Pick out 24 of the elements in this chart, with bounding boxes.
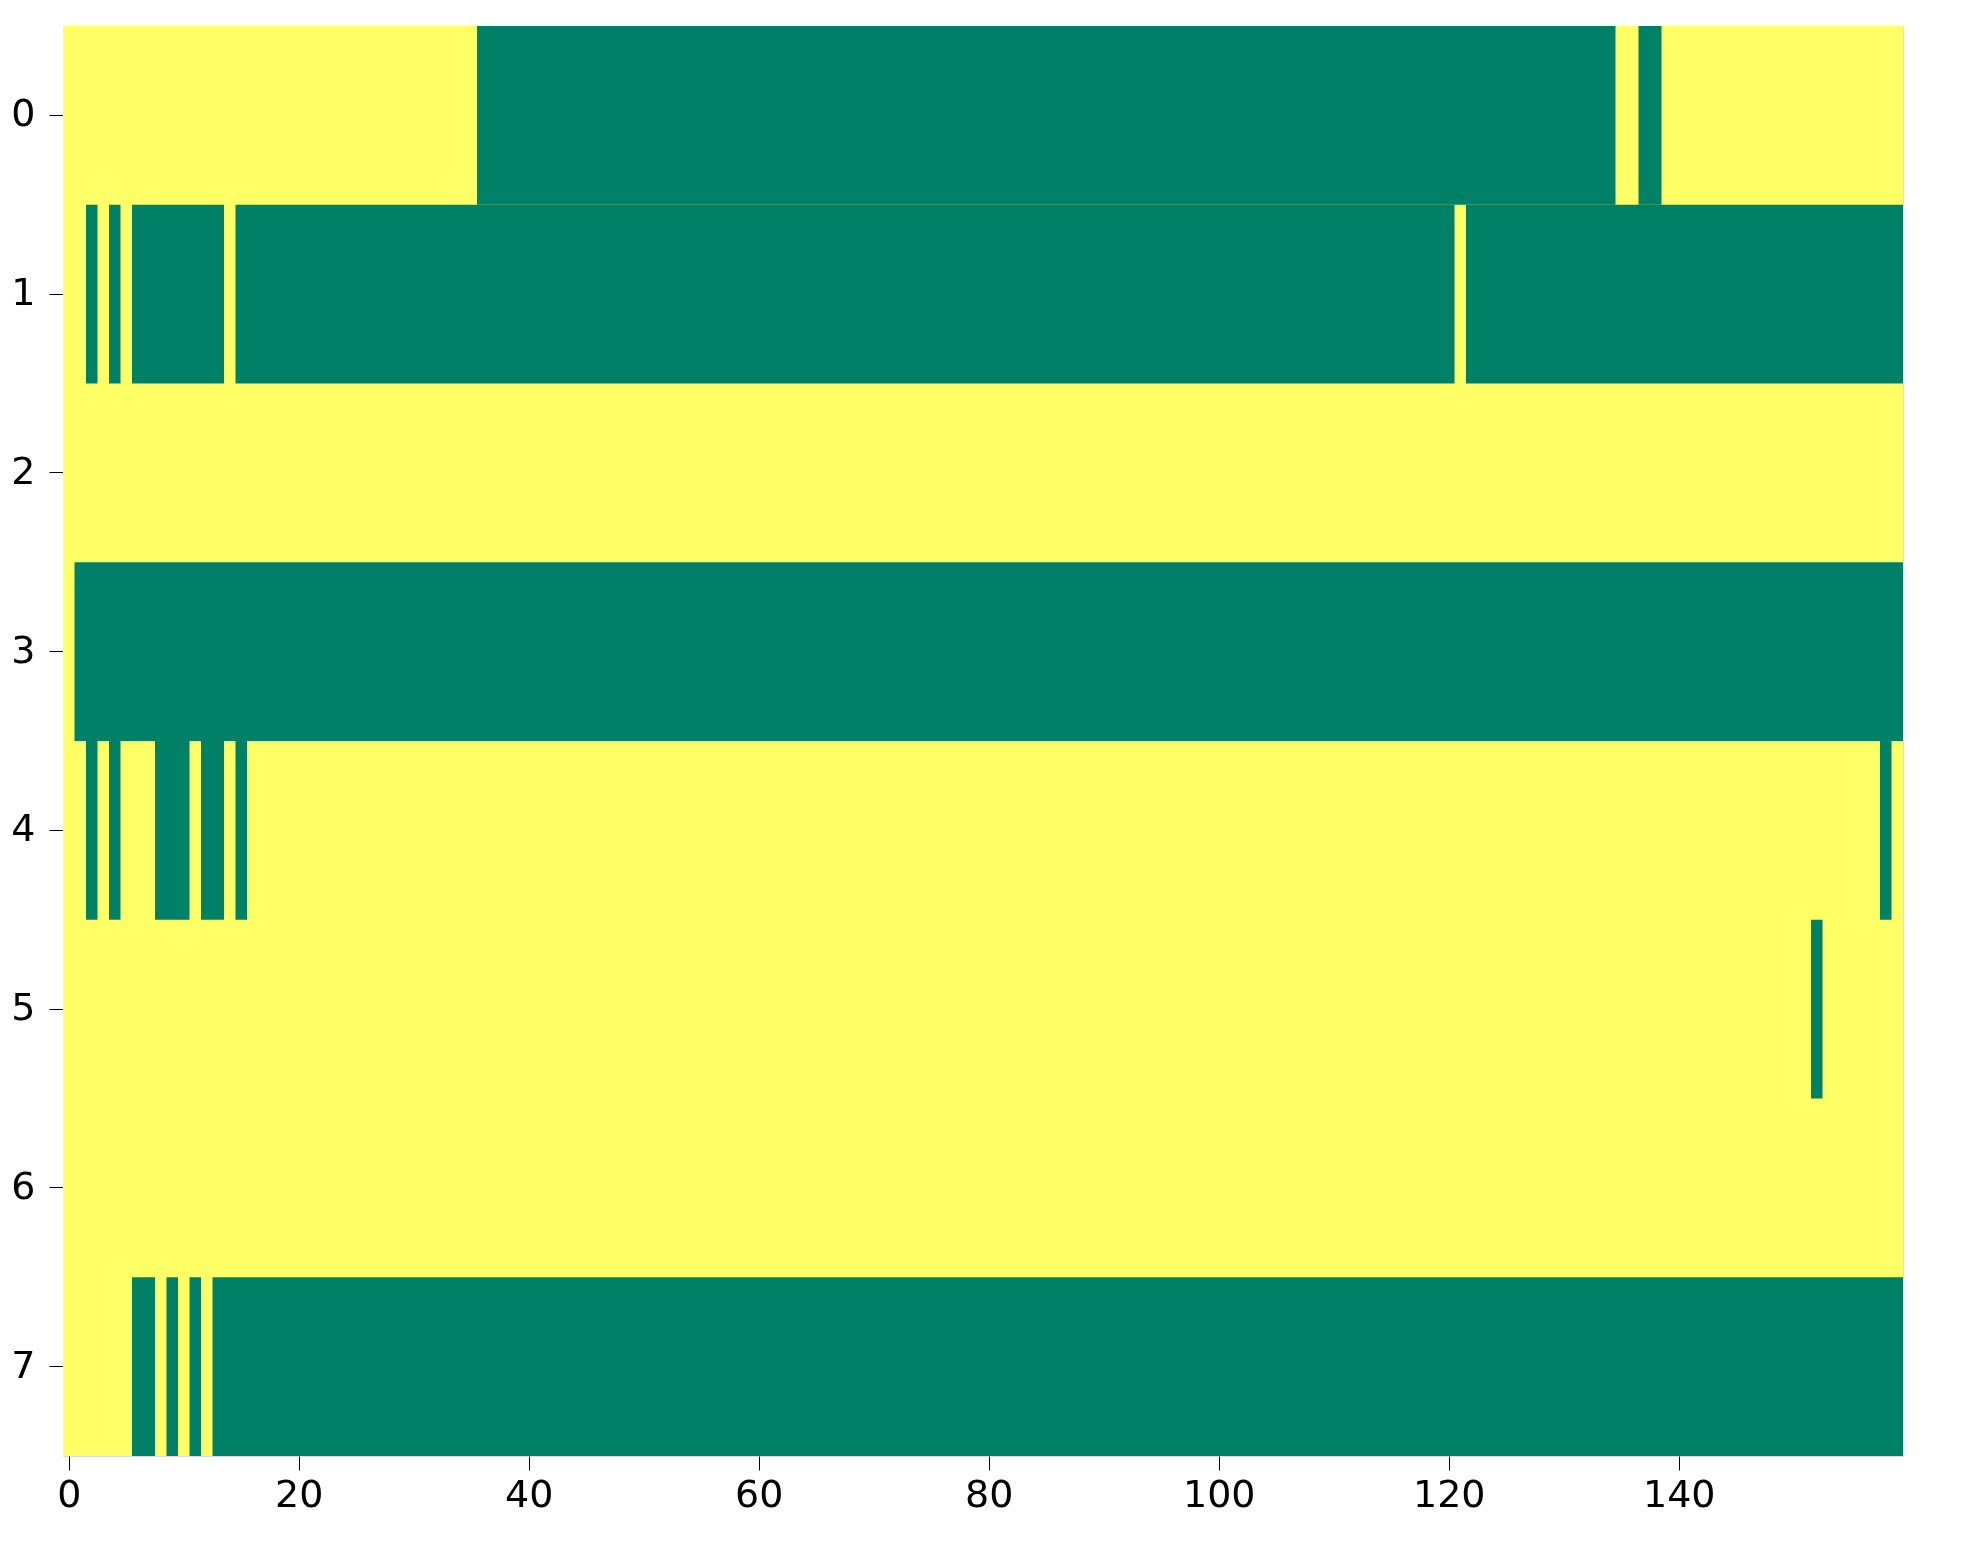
bar	[132, 1277, 155, 1456]
bar	[86, 204, 98, 384]
x-tick-label: 40	[505, 1471, 554, 1516]
y-tick-label: 4	[11, 806, 36, 851]
y-tick-label: 0	[11, 91, 36, 136]
x-tick-label: 20	[275, 1471, 324, 1516]
y-tick-label: 3	[11, 627, 36, 672]
x-tick-label: 0	[57, 1471, 82, 1516]
bar	[1811, 919, 1823, 1099]
bar	[212, 1277, 1903, 1456]
y-tick-label: 5	[11, 985, 36, 1030]
x-tick-label: 80	[965, 1471, 1014, 1516]
y-tick-label: 2	[11, 448, 36, 493]
bar	[189, 1277, 201, 1456]
x-tick-label: 120	[1412, 1471, 1486, 1516]
x-tick-label: 60	[735, 1471, 784, 1516]
y-tick-label: 7	[11, 1342, 36, 1387]
y-tick-label: 1	[11, 270, 36, 315]
bar	[166, 1277, 178, 1456]
bar	[132, 204, 224, 384]
x-tick-label: 140	[1642, 1471, 1716, 1516]
bar	[109, 204, 121, 384]
x-tick-label: 100	[1182, 1471, 1256, 1516]
y-tick-label: 6	[11, 1163, 36, 1208]
